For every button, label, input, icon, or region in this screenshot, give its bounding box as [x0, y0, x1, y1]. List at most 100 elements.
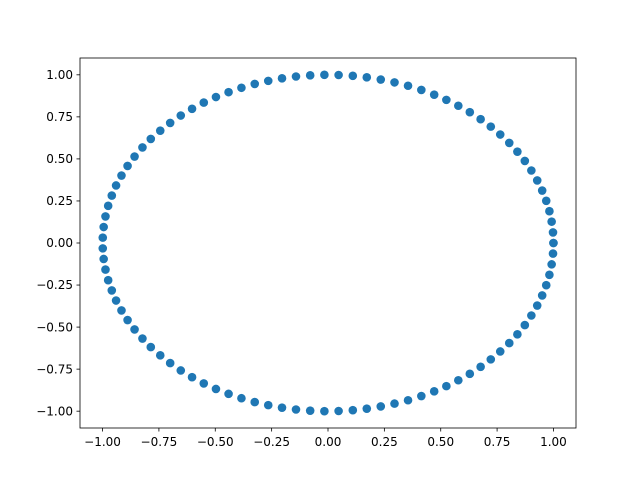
scatter-point: [442, 95, 451, 105]
scatter-point: [376, 75, 386, 84]
scatter-point: [547, 217, 556, 226]
x-tick-label: 0.50: [427, 435, 454, 449]
scatter-point: [165, 118, 175, 128]
scatter-point: [334, 70, 343, 80]
scatter-point: [155, 126, 165, 135]
scatter-point: [107, 191, 117, 200]
scatter-point: [99, 254, 108, 264]
scatter-point: [547, 260, 556, 269]
scatter-point: [224, 87, 233, 97]
scatter-point: [513, 330, 522, 339]
scatter-point: [111, 296, 121, 305]
scatter-point: [504, 338, 514, 348]
y-tick-label: 0.25: [46, 194, 73, 208]
scatter-point: [103, 201, 113, 211]
scatter-point: [123, 315, 132, 325]
scatter-point: [348, 405, 358, 415]
scatter-point: [476, 362, 485, 372]
scatter-point: [305, 406, 315, 415]
scatter-point: [98, 244, 108, 253]
x-axis-ticks: −1.00 −0.75 −0.50 −0.25 0.00 0.25 0.50 0.75 1.00: [84, 428, 567, 449]
scatter-point: [176, 366, 186, 375]
scatter-point: [390, 78, 399, 87]
y-tick-label: −0.50: [36, 320, 73, 334]
scatter-point: [390, 399, 399, 408]
scatter-point: [130, 152, 139, 161]
scatter-point: [549, 238, 558, 248]
scatter-point: [513, 147, 522, 156]
x-tick-label: −0.25: [253, 435, 290, 449]
x-tick-label: 1.00: [540, 435, 567, 449]
scatter-point: [117, 306, 126, 315]
scatter-point: [291, 405, 301, 414]
scatter-point: [199, 379, 209, 388]
scatter-point: [429, 90, 439, 99]
scatter-point: [176, 111, 186, 120]
scatter-point: [277, 403, 287, 412]
scatter-point: [211, 384, 221, 394]
scatter-point: [130, 325, 139, 334]
scatter-point: [117, 171, 126, 180]
scatter-point: [376, 402, 386, 411]
scatter-point: [101, 212, 110, 221]
scatter-point: [537, 291, 547, 300]
scatter-point: [263, 400, 273, 410]
scatter-point: [520, 320, 530, 330]
scatter-point: [527, 311, 536, 320]
scatter-point: [211, 92, 221, 102]
scatter-point: [101, 265, 110, 274]
scatter-point: [263, 76, 273, 86]
y-tick-label: 1.00: [46, 68, 73, 82]
scatter-point: [155, 351, 165, 360]
plot-area-frame: [79, 57, 577, 429]
scatter-point: [417, 391, 426, 401]
scatter-point: [291, 72, 301, 81]
scatter-point: [348, 71, 358, 81]
scatter-point: [541, 196, 551, 206]
scatter-point: [454, 101, 463, 111]
scatter-point: [250, 397, 260, 407]
scatter-point: [417, 85, 426, 95]
scatter-point: [486, 355, 496, 364]
y-tick-label: 0.75: [46, 110, 73, 124]
scatter-points: [98, 70, 558, 416]
scatter-point: [532, 176, 542, 185]
scatter-point: [545, 270, 554, 280]
scatter-point: [138, 143, 147, 152]
scatter-point: [442, 381, 451, 391]
x-tick-label: 0.00: [315, 435, 342, 449]
scatter-point: [199, 98, 209, 107]
y-tick-label: 0.00: [46, 236, 73, 250]
scatter-point: [537, 186, 547, 195]
x-tick-label: −0.50: [197, 435, 234, 449]
scatter-point: [495, 347, 505, 356]
scatter-point: [504, 138, 514, 148]
scatter-point: [362, 404, 372, 413]
scatter-point: [465, 107, 475, 117]
scatter-point: [237, 393, 246, 403]
scatter-point: [403, 81, 413, 91]
scatter-point: [532, 301, 542, 310]
scatter-point: [123, 161, 132, 171]
scatter-point: [99, 222, 108, 232]
scatter-point: [429, 387, 439, 396]
scatter-point: [548, 249, 558, 258]
scatter-point: [362, 73, 372, 82]
x-tick-label: 0.75: [484, 435, 511, 449]
x-tick-label: −1.00: [84, 435, 121, 449]
scatter-point: [277, 74, 287, 83]
scatter-point: [107, 286, 117, 295]
scatter-point: [548, 228, 558, 237]
scatter-point: [486, 122, 496, 131]
scatter-point: [224, 389, 233, 399]
scatter-point: [465, 369, 475, 379]
scatter-point: [320, 406, 329, 416]
scatter-point: [403, 395, 413, 405]
scatter-point: [520, 156, 530, 166]
scatter-point: [98, 233, 108, 242]
scatter-point: [527, 166, 536, 175]
scatter-point: [237, 83, 246, 93]
